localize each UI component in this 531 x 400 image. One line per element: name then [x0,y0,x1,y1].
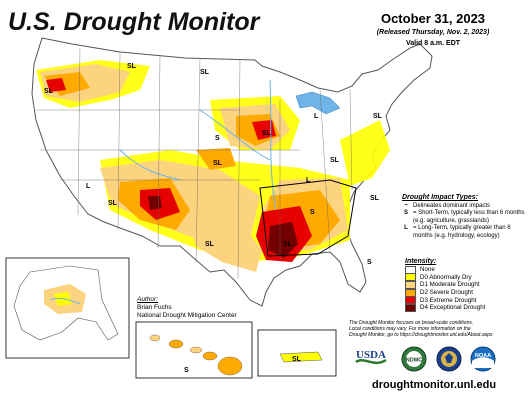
intensity-item: D4 Exceptional Drought [405,303,525,312]
label-s-3: S [367,259,372,266]
label-s-1: S [310,209,315,216]
valid-time: Valid 8 a.m. EDT [405,40,461,47]
drought-d3-west [46,78,66,92]
label-l-2: L [314,113,319,120]
hawaii-inset: S [135,321,253,379]
impact-boundary-symbol: ~ [404,202,408,209]
impact-types-legend: Drought Impact Types: ~ Delineates domin… [402,194,527,240]
impact-item-boundary: ~ Delineates dominant impacts [402,203,527,211]
intensity-swatch-d1 [405,280,416,289]
intensity-swatch-d2 [405,288,416,297]
impact-item-long-term: L = Long-Term, typically greater than 6 … [402,225,527,240]
author-heading: Author: [137,296,158,303]
author-block: Author: Brian Fuchs National Drought Mit… [137,296,237,320]
intensity-item: D0 Abnormally Dry [405,273,525,282]
drought-d3-iowa [252,120,276,140]
ndmc-logo-text: NDMC [406,358,423,364]
label-sl-8: SL [108,200,118,207]
author-name: Brian Fuchs [137,304,172,311]
label-sl-1: SL [127,63,137,70]
intensity-legend: Intensity: None D0 Abnormally Dry D1 Mod… [405,258,525,312]
intensity-swatch-d4 [405,303,416,312]
intensity-item: None [405,265,525,274]
author-org: National Drought Mitigation Center [137,312,237,319]
disclaimer-note: The Drought Monitor focuses on broad-sca… [349,320,529,338]
note-line-2: Local conditions may vary. For more info… [349,325,471,332]
drought-d2-kansas [196,148,236,170]
impact-item-short-term: S = Short-Term, typically less than 6 mo… [402,210,527,225]
intensity-item: D3 Extreme Drought [405,296,525,305]
website-url[interactable]: droughtmonitor.unl.edu [372,379,497,391]
intensity-label: D3 Extreme Drought [420,296,477,304]
intensity-label: None [420,266,435,274]
state-lines [36,47,353,279]
page-title: U.S. Drought Monitor [8,8,260,36]
pr-label-sl: SL [292,356,302,363]
puerto-rico-inset: SL [257,329,337,377]
impact-long-symbol: L [404,225,408,231]
label-sl-9: SL [205,241,215,248]
drought-d0-east [340,120,390,186]
note-line-1: The Drought Monitor focuses on broad-sca… [349,320,474,326]
intensity-label: D2 Severe Drought [420,289,473,297]
intensity-swatch-none [405,265,416,274]
impact-long-text: = Long-Term, typically greater than 6 mo… [413,225,511,239]
impact-short-symbol: S [403,210,408,216]
label-sl-7: SL [373,113,383,120]
alaska-inset [5,257,130,359]
usda-logo-text: USDA [356,349,386,361]
intensity-label: D0 Abnormally Dry [420,273,472,281]
noaa-logo: NOAA [470,346,496,372]
label-sl-4: SL [262,130,272,137]
note-line-3: Drought Monitor, go to https://droughtmo… [349,331,493,338]
noaa-logo-text: NOAA [475,353,491,359]
intensity-item: D2 Severe Drought [405,288,525,297]
intensity-heading: Intensity: [405,258,437,265]
impact-boundary-text: Delineates dominant impacts [413,202,491,209]
rivers [119,79,277,211]
impact-types-heading: Drought Impact Types: [402,194,478,201]
ndmc-logo: NDMC [401,346,427,372]
intensity-label: D1 Moderate Drought [420,281,480,289]
label-sl-6: SL [330,157,340,164]
label-sl-3: SL [44,88,54,95]
intensity-label: D4 Exceptional Drought [420,304,486,312]
impact-short-text: = Short-Term, typically less than 6 mont… [413,210,525,224]
hawaii-label-s: S [184,367,189,374]
doc-seal-logo [436,346,462,372]
label-sl-5: SL [213,160,223,167]
intensity-item: D1 Moderate Drought [405,280,525,289]
drought-d1-texas [190,222,262,272]
label-sl-11: SL [370,195,380,202]
label-l-1: L [306,177,311,184]
intensity-swatch-d3 [405,296,416,305]
intensity-swatch-d0 [405,273,416,282]
released-date: (Released Thursday, Nov. 2, 2023) [376,29,490,36]
drought-d4-louisiana [268,222,298,258]
impact-boundary [259,179,357,257]
great-lakes [295,91,341,115]
drought-d4-newmexico [148,196,162,210]
label-sl-2: SL [200,69,210,76]
label-sl-10: SL [283,241,293,248]
map-date: October 31, 2023 [380,11,486,26]
label-l-3: L [86,183,91,190]
usda-logo: USDA [355,349,387,366]
label-s-2: S [215,135,220,142]
